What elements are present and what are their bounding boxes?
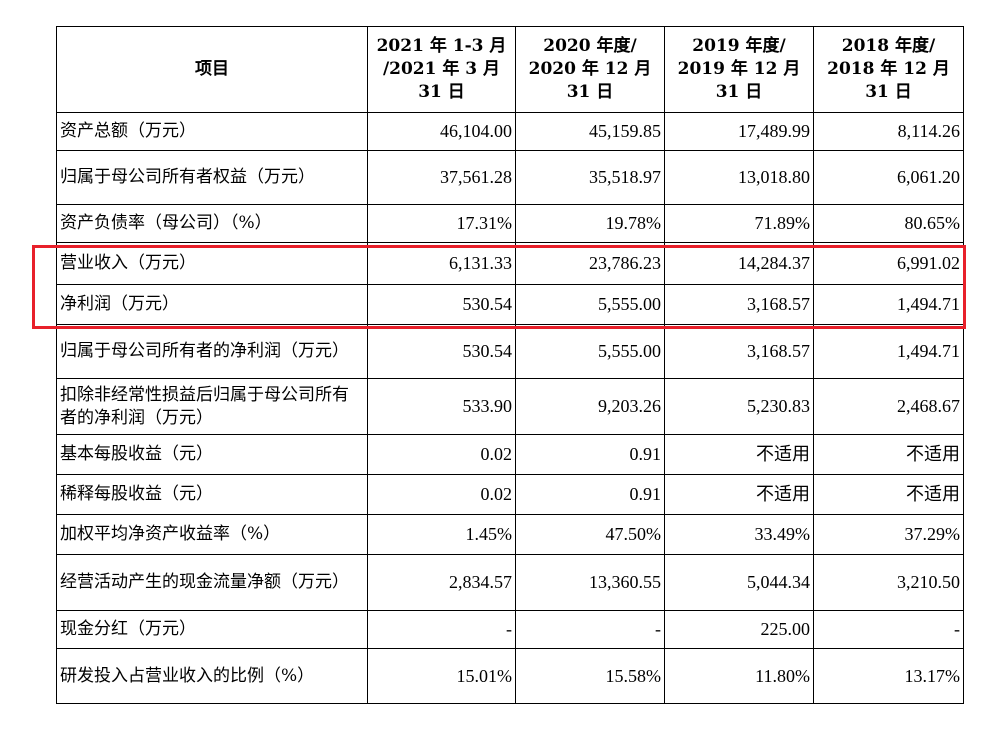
row-value: 1.45%: [367, 514, 516, 555]
row-value: 9,203.26: [515, 378, 665, 435]
row-value: 533.90: [367, 378, 516, 435]
row-label: 研发投入占营业收入的比例（%）: [56, 648, 368, 704]
row-label: 营业收入（万元）: [56, 242, 368, 285]
table-row: 基本每股收益（元） 0.02 0.91 不适用 不适用: [56, 434, 964, 475]
row-value: -: [367, 610, 516, 649]
row-label: 稀释每股收益（元）: [56, 474, 368, 515]
table-row: 净利润（万元） 530.54 5,555.00 3,168.57 1,494.71: [56, 284, 964, 325]
row-value: 37.29%: [813, 514, 964, 555]
row-value: 0.02: [367, 474, 516, 515]
row-label: 净利润（万元）: [56, 284, 368, 325]
row-value: 不适用: [813, 434, 964, 475]
row-value: 5,044.34: [664, 554, 814, 611]
table-row: 加权平均净资产收益率（%） 1.45% 47.50% 33.49% 37.29%: [56, 514, 964, 555]
row-value: 23,786.23: [515, 242, 665, 285]
table-row: 扣除非经常性损益后归属于母公司所有者的净利润（万元） 533.90 9,203.26…: [56, 378, 964, 435]
row-value: 13,360.55: [515, 554, 665, 611]
row-label: 归属于母公司所有者的净利润（万元）: [56, 324, 368, 379]
row-value: 15.58%: [515, 648, 665, 704]
row-value: -: [515, 610, 665, 649]
row-value: 2,468.67: [813, 378, 964, 435]
financial-table: 项目 2021 年 1-3 月 /2021 年 3 月 31 日 2020 年度…: [56, 26, 964, 704]
row-value: 0.91: [515, 434, 665, 475]
row-label: 资产总额（万元）: [56, 112, 368, 151]
header-2019: 2019 年度/ 2019 年 12 月 31 日: [664, 26, 814, 113]
row-value: 19.78%: [515, 204, 665, 243]
header-item: 项目: [56, 26, 368, 113]
row-value: 3,168.57: [664, 284, 814, 325]
row-value: 0.91: [515, 474, 665, 515]
header-2021q1: 2021 年 1-3 月 /2021 年 3 月 31 日: [367, 26, 516, 113]
row-value: 3,168.57: [664, 324, 814, 379]
row-value: 13,018.80: [664, 150, 814, 205]
table-row: 研发投入占营业收入的比例（%） 15.01% 15.58% 11.80% 13.17%: [56, 648, 964, 704]
row-value: 3,210.50: [813, 554, 964, 611]
row-value: 0.02: [367, 434, 516, 475]
row-value: 80.65%: [813, 204, 964, 243]
row-label: 现金分红（万元）: [56, 610, 368, 649]
row-label: 基本每股收益（元）: [56, 434, 368, 475]
row-value: 13.17%: [813, 648, 964, 704]
table-row: 稀释每股收益（元） 0.02 0.91 不适用 不适用: [56, 474, 964, 515]
header-2018: 2018 年度/ 2018 年 12 月 31 日: [813, 26, 964, 113]
row-value: 5,230.83: [664, 378, 814, 435]
row-label: 扣除非经常性损益后归属于母公司所有者的净利润（万元）: [56, 378, 368, 435]
table-row: 资产总额（万元） 46,104.00 45,159.85 17,489.99 8,114…: [56, 112, 964, 151]
table-row: 归属于母公司所有者权益（万元） 37,561.28 35,518.97 13,018.…: [56, 150, 964, 205]
row-label: 资产负债率（母公司）（%）: [56, 204, 368, 243]
row-label: 加权平均净资产收益率（%）: [56, 514, 368, 555]
row-value: 37,561.28: [367, 150, 516, 205]
row-value: 71.89%: [664, 204, 814, 243]
row-value: 15.01%: [367, 648, 516, 704]
row-value: 46,104.00: [367, 112, 516, 151]
header-2020: 2020 年度/ 2020 年 12 月 31 日: [515, 26, 665, 113]
row-value: -: [813, 610, 964, 649]
row-value: 6,991.02: [813, 242, 964, 285]
row-value: 不适用: [664, 474, 814, 515]
row-value: 6,131.33: [367, 242, 516, 285]
row-value: 225.00: [664, 610, 814, 649]
row-value: 530.54: [367, 324, 516, 379]
table-row: 经营活动产生的现金流量净额（万元） 2,834.57 13,360.55 5,044.…: [56, 554, 964, 611]
row-value: 不适用: [664, 434, 814, 475]
row-value: 35,518.97: [515, 150, 665, 205]
row-value: 不适用: [813, 474, 964, 515]
row-label: 经营活动产生的现金流量净额（万元）: [56, 554, 368, 611]
table-row: 现金分红（万元） - -225.00-: [56, 610, 964, 649]
row-value: 33.49%: [664, 514, 814, 555]
row-value: 5,555.00: [515, 324, 665, 379]
table-row: 营业收入（万元） 6,131.33 23,786.23 14,284.37 6,991.…: [56, 242, 964, 285]
table-row: 归属于母公司所有者的净利润（万元） 530.54 5,555.00 3,168.57 1…: [56, 324, 964, 379]
row-value: 8,114.26: [813, 112, 964, 151]
row-value: 5,555.00: [515, 284, 665, 325]
row-value: 2,834.57: [367, 554, 516, 611]
table-row: 资产负债率（母公司）（%） 17.31% 19.78% 71.89% 80.65%: [56, 204, 964, 243]
row-label: 归属于母公司所有者权益（万元）: [56, 150, 368, 205]
header-row: 项目 2021 年 1-3 月 /2021 年 3 月 31 日 2020 年度…: [56, 26, 964, 113]
row-value: 11.80%: [664, 648, 814, 704]
row-value: 1,494.71: [813, 324, 964, 379]
row-value: 1,494.71: [813, 284, 964, 325]
row-value: 45,159.85: [515, 112, 665, 151]
row-value: 17,489.99: [664, 112, 814, 151]
row-value: 14,284.37: [664, 242, 814, 285]
row-value: 530.54: [367, 284, 516, 325]
row-value: 6,061.20: [813, 150, 964, 205]
row-value: 17.31%: [367, 204, 516, 243]
row-value: 47.50%: [515, 514, 665, 555]
